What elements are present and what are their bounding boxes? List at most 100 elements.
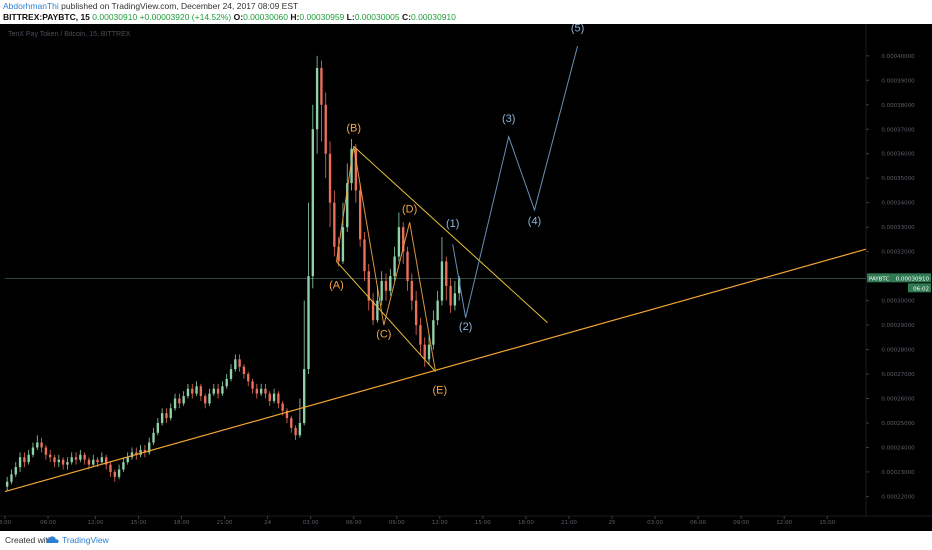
candle-body xyxy=(169,408,172,419)
wave-label: (C) xyxy=(376,328,391,340)
candle-body xyxy=(272,393,276,401)
wave-label: (D) xyxy=(402,203,417,215)
y-tick-label: 0.00029000 xyxy=(881,323,915,329)
chart-subtitle: TenX Pay Token / Bitcoin, 15, BITTREX xyxy=(8,31,131,38)
y-tick-label: 0.00037000 xyxy=(881,127,915,133)
author-link[interactable]: AbdorhmanThi xyxy=(3,1,59,11)
candle-body xyxy=(303,369,306,423)
x-tick-label: 25 xyxy=(609,520,616,526)
price-label-box xyxy=(867,273,931,283)
wave-label: (1) xyxy=(446,218,459,230)
candle-body xyxy=(186,388,190,397)
price-chart[interactable]: 0.00040000 0.00039000 0.00038000 0.00037000… xyxy=(0,24,932,531)
candle-body xyxy=(242,366,246,375)
symbol-label: BITTREX:PAYBTC, 15 xyxy=(3,12,90,22)
candle-body xyxy=(44,447,48,455)
candle-body xyxy=(100,457,104,463)
candle-body xyxy=(160,413,164,423)
wave-label: (5) xyxy=(571,24,584,34)
candle-body xyxy=(182,396,185,404)
y-tick-label: 0.00024000 xyxy=(881,445,915,451)
candle-body xyxy=(152,432,155,443)
x-tick-label: 21:00 xyxy=(561,520,577,526)
x-tick-label: 15:00 xyxy=(819,520,835,526)
price-label-value: 0.00030910 xyxy=(896,276,930,282)
candle-body xyxy=(315,68,319,130)
candle-body xyxy=(178,398,181,404)
candle-body xyxy=(328,153,332,203)
x-tick-label: 15:00 xyxy=(475,520,491,526)
candle-body xyxy=(376,300,379,321)
tradingview-link[interactable]: TradingView xyxy=(62,535,109,545)
candle-body xyxy=(393,256,396,277)
candle-body xyxy=(104,457,108,465)
candle-body xyxy=(410,281,414,301)
candle-body xyxy=(255,388,259,394)
x-tick-label: 03:00 xyxy=(647,520,663,526)
publication-header: AbdorhmanThi published on TradingView.co… xyxy=(0,0,932,24)
x-tick-label: 03:00 xyxy=(303,520,319,526)
candle-body xyxy=(440,261,444,301)
low-label: L: xyxy=(346,12,355,22)
publication-line: AbdorhmanThi published on TradingView.co… xyxy=(3,1,298,11)
candle-body xyxy=(397,227,401,257)
candle-body xyxy=(285,410,289,419)
candle-body xyxy=(251,381,254,389)
candle-body xyxy=(195,386,198,394)
candle-body xyxy=(148,442,151,453)
candle-body xyxy=(92,459,95,465)
candle-body xyxy=(74,457,78,460)
published-text: published on TradingView.com, December 2… xyxy=(61,1,299,11)
triangle-upper-line xyxy=(353,146,548,323)
candle-body xyxy=(191,388,194,394)
y-tick-label: 0.00040000 xyxy=(881,54,915,60)
candle-body xyxy=(229,369,233,379)
price-change: +0.00003920 (+14.52%) xyxy=(139,12,232,22)
candle-body xyxy=(445,261,448,286)
candle-body xyxy=(27,454,30,463)
candle-body xyxy=(143,449,147,453)
ohlc-line: BITTREX:PAYBTC, 15 0.00030910 +0.0000392… xyxy=(3,12,456,22)
y-tick-label: 0.00023000 xyxy=(881,470,915,476)
y-tick-label: 0.00025000 xyxy=(881,421,915,427)
candle-body xyxy=(5,481,9,487)
candle-body xyxy=(346,183,349,228)
candle-body xyxy=(307,276,310,370)
close-label: C: xyxy=(402,12,411,22)
created-with-text: Created with xyxy=(5,535,53,545)
candle-body xyxy=(298,422,302,436)
wave-label: (3) xyxy=(502,113,515,125)
candle-body xyxy=(83,454,86,460)
last-price: 0.00030910 xyxy=(92,12,138,22)
candle-body xyxy=(264,388,267,394)
footer: Created with TradingView xyxy=(0,531,932,550)
tradingview-cloud-icon xyxy=(46,536,59,543)
x-tick-label: 15:00 xyxy=(131,520,147,526)
x-tick-label: 18:00 xyxy=(174,520,190,526)
y-tick-label: 0.00027000 xyxy=(881,372,915,378)
candle-body xyxy=(402,227,405,252)
y-tick-label: 0.00038000 xyxy=(881,103,915,109)
candle-body xyxy=(53,457,56,463)
candle-body xyxy=(358,190,362,240)
candle-body xyxy=(23,457,26,463)
candle-body xyxy=(324,104,327,154)
x-tick-label: 09:00 xyxy=(389,520,405,526)
y-tick-label: 0.00033000 xyxy=(881,225,915,231)
y-tick-label: 0.00028000 xyxy=(881,348,915,354)
candle-body xyxy=(126,457,129,463)
candle-body xyxy=(380,281,383,301)
candle-body xyxy=(247,374,250,382)
countdown-label: 06:02 xyxy=(913,286,929,292)
candle-body xyxy=(79,454,82,460)
candle-body xyxy=(341,227,345,262)
candle-body xyxy=(70,457,73,463)
candle-body xyxy=(290,418,293,428)
candle-body xyxy=(31,447,35,455)
high-label: H: xyxy=(290,12,300,22)
x-tick-label: 18:00 xyxy=(518,520,534,526)
chart-area[interactable]: 0.00040000 0.00039000 0.00038000 0.00037000… xyxy=(0,24,932,531)
candle-body xyxy=(173,398,177,409)
candle-body xyxy=(199,386,203,397)
candle-body xyxy=(96,459,99,463)
